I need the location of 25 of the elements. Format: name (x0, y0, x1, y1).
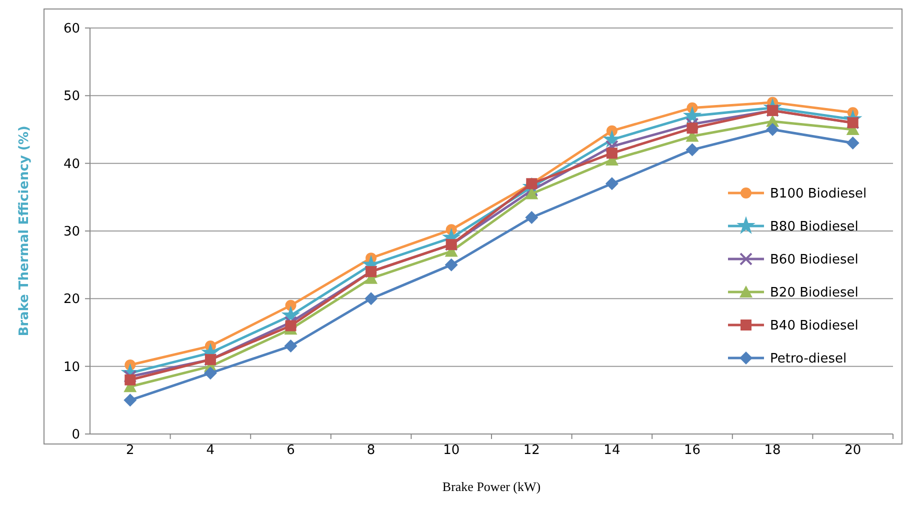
x-tick-label: 18 (764, 443, 781, 458)
legend-label: B60 Biodiesel (770, 252, 858, 268)
x-tick-label: 20 (844, 443, 862, 458)
y-tick-label: 60 (63, 22, 80, 37)
legend-label: B40 Biodiesel (770, 318, 858, 334)
legend-label: B80 Biodiesel (770, 220, 858, 235)
y-axis-title: Brake Thermal Efficiency (%) (17, 126, 32, 336)
y-tick-label: 30 (63, 224, 80, 240)
x-tick-label: 14 (604, 443, 620, 458)
legend-label: B100 Biodiesel (770, 186, 867, 202)
y-tick-label: 0 (72, 428, 80, 443)
y-tick-label: 40 (63, 156, 80, 172)
x-tick-label: 8 (366, 443, 376, 458)
x-tick-label: 10 (443, 443, 460, 458)
x-tick-label: 4 (206, 443, 215, 458)
x-axis-title: Brake Power (kW) (442, 479, 541, 494)
x-tick-label: 2 (126, 443, 134, 458)
x-tick-label: 16 (684, 443, 701, 458)
x-tick-label: 6 (286, 443, 295, 458)
x-tick-label: 12 (523, 443, 540, 458)
legend-label: B20 Biodiesel (770, 286, 858, 301)
y-tick-label: 50 (63, 89, 80, 104)
y-tick-label: 10 (63, 360, 80, 375)
legend-label: Petro-diesel (770, 352, 847, 367)
y-tick-label: 20 (63, 292, 80, 308)
